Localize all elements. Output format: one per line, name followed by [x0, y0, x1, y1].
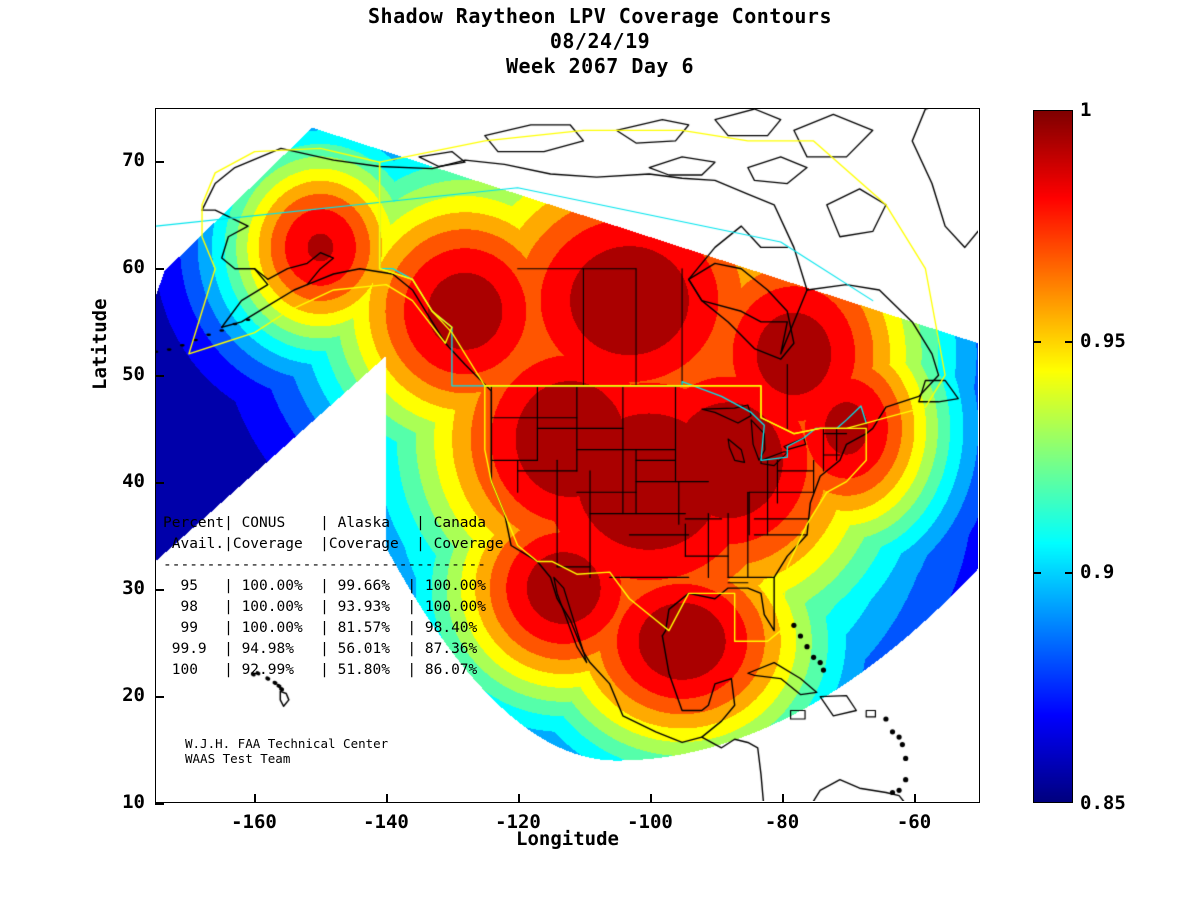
x-tick-mark [650, 794, 652, 803]
title-line-3: Week 2067 Day 6 [505, 54, 695, 78]
x-tick-mark [386, 794, 388, 803]
x-axis-label: Longitude [516, 828, 619, 850]
y-tick-mark [155, 268, 164, 270]
y-tick-label: 70 [122, 149, 145, 172]
colorbar-tick-mark [1065, 341, 1073, 343]
title-line-1: Shadow Raytheon LPV Coverage Contours [367, 4, 833, 28]
y-tick-label: 10 [122, 791, 145, 813]
title-line-2: 08/24/19 [549, 29, 651, 53]
credit-text: W.J.H. FAA Technical Center WAAS Test Te… [185, 736, 389, 766]
coverage-contour-map [156, 109, 978, 801]
colorbar-tick-label: 1 [1080, 99, 1092, 121]
y-tick-label: 40 [122, 470, 145, 493]
x-tick-mark [518, 794, 520, 803]
x-tick-label: -100 [627, 811, 673, 833]
colorbar-gradient [1034, 111, 1072, 802]
x-tick-label: -60 [896, 811, 932, 833]
y-tick-label: 20 [122, 684, 145, 707]
y-tick-mark [155, 161, 164, 163]
x-tick-mark [782, 794, 784, 803]
x-tick-label: -160 [231, 811, 277, 833]
coverage-stats-table: Percent| CONUS | Alaska | Canada Avail.|… [163, 515, 504, 678]
y-tick-label: 60 [122, 256, 145, 279]
y-axis-label: Latitude [89, 298, 111, 390]
y-tick-mark [155, 803, 164, 805]
colorbar-tick-mark [1033, 572, 1041, 574]
y-tick-label: 50 [122, 363, 145, 386]
colorbar-tick-label: 0.95 [1080, 330, 1126, 352]
x-tick-label: -140 [363, 811, 409, 833]
colorbar [1033, 110, 1073, 803]
colorbar-tick-mark [1033, 341, 1041, 343]
colorbar-tick-mark [1065, 572, 1073, 574]
chart-title-block: Shadow Raytheon LPV Coverage Contours 08… [0, 4, 1200, 79]
colorbar-tick-label: 0.85 [1080, 792, 1126, 814]
y-tick-label: 30 [122, 577, 145, 600]
x-tick-label: -80 [764, 811, 800, 833]
x-tick-label: -120 [495, 811, 541, 833]
y-tick-mark [155, 375, 164, 377]
map-plot-area [155, 108, 980, 803]
colorbar-tick-label: 0.9 [1080, 561, 1115, 583]
x-tick-mark [914, 794, 916, 803]
y-tick-mark [155, 482, 164, 484]
y-tick-mark [155, 696, 164, 698]
y-tick-mark [155, 589, 164, 591]
x-tick-mark [254, 794, 256, 803]
